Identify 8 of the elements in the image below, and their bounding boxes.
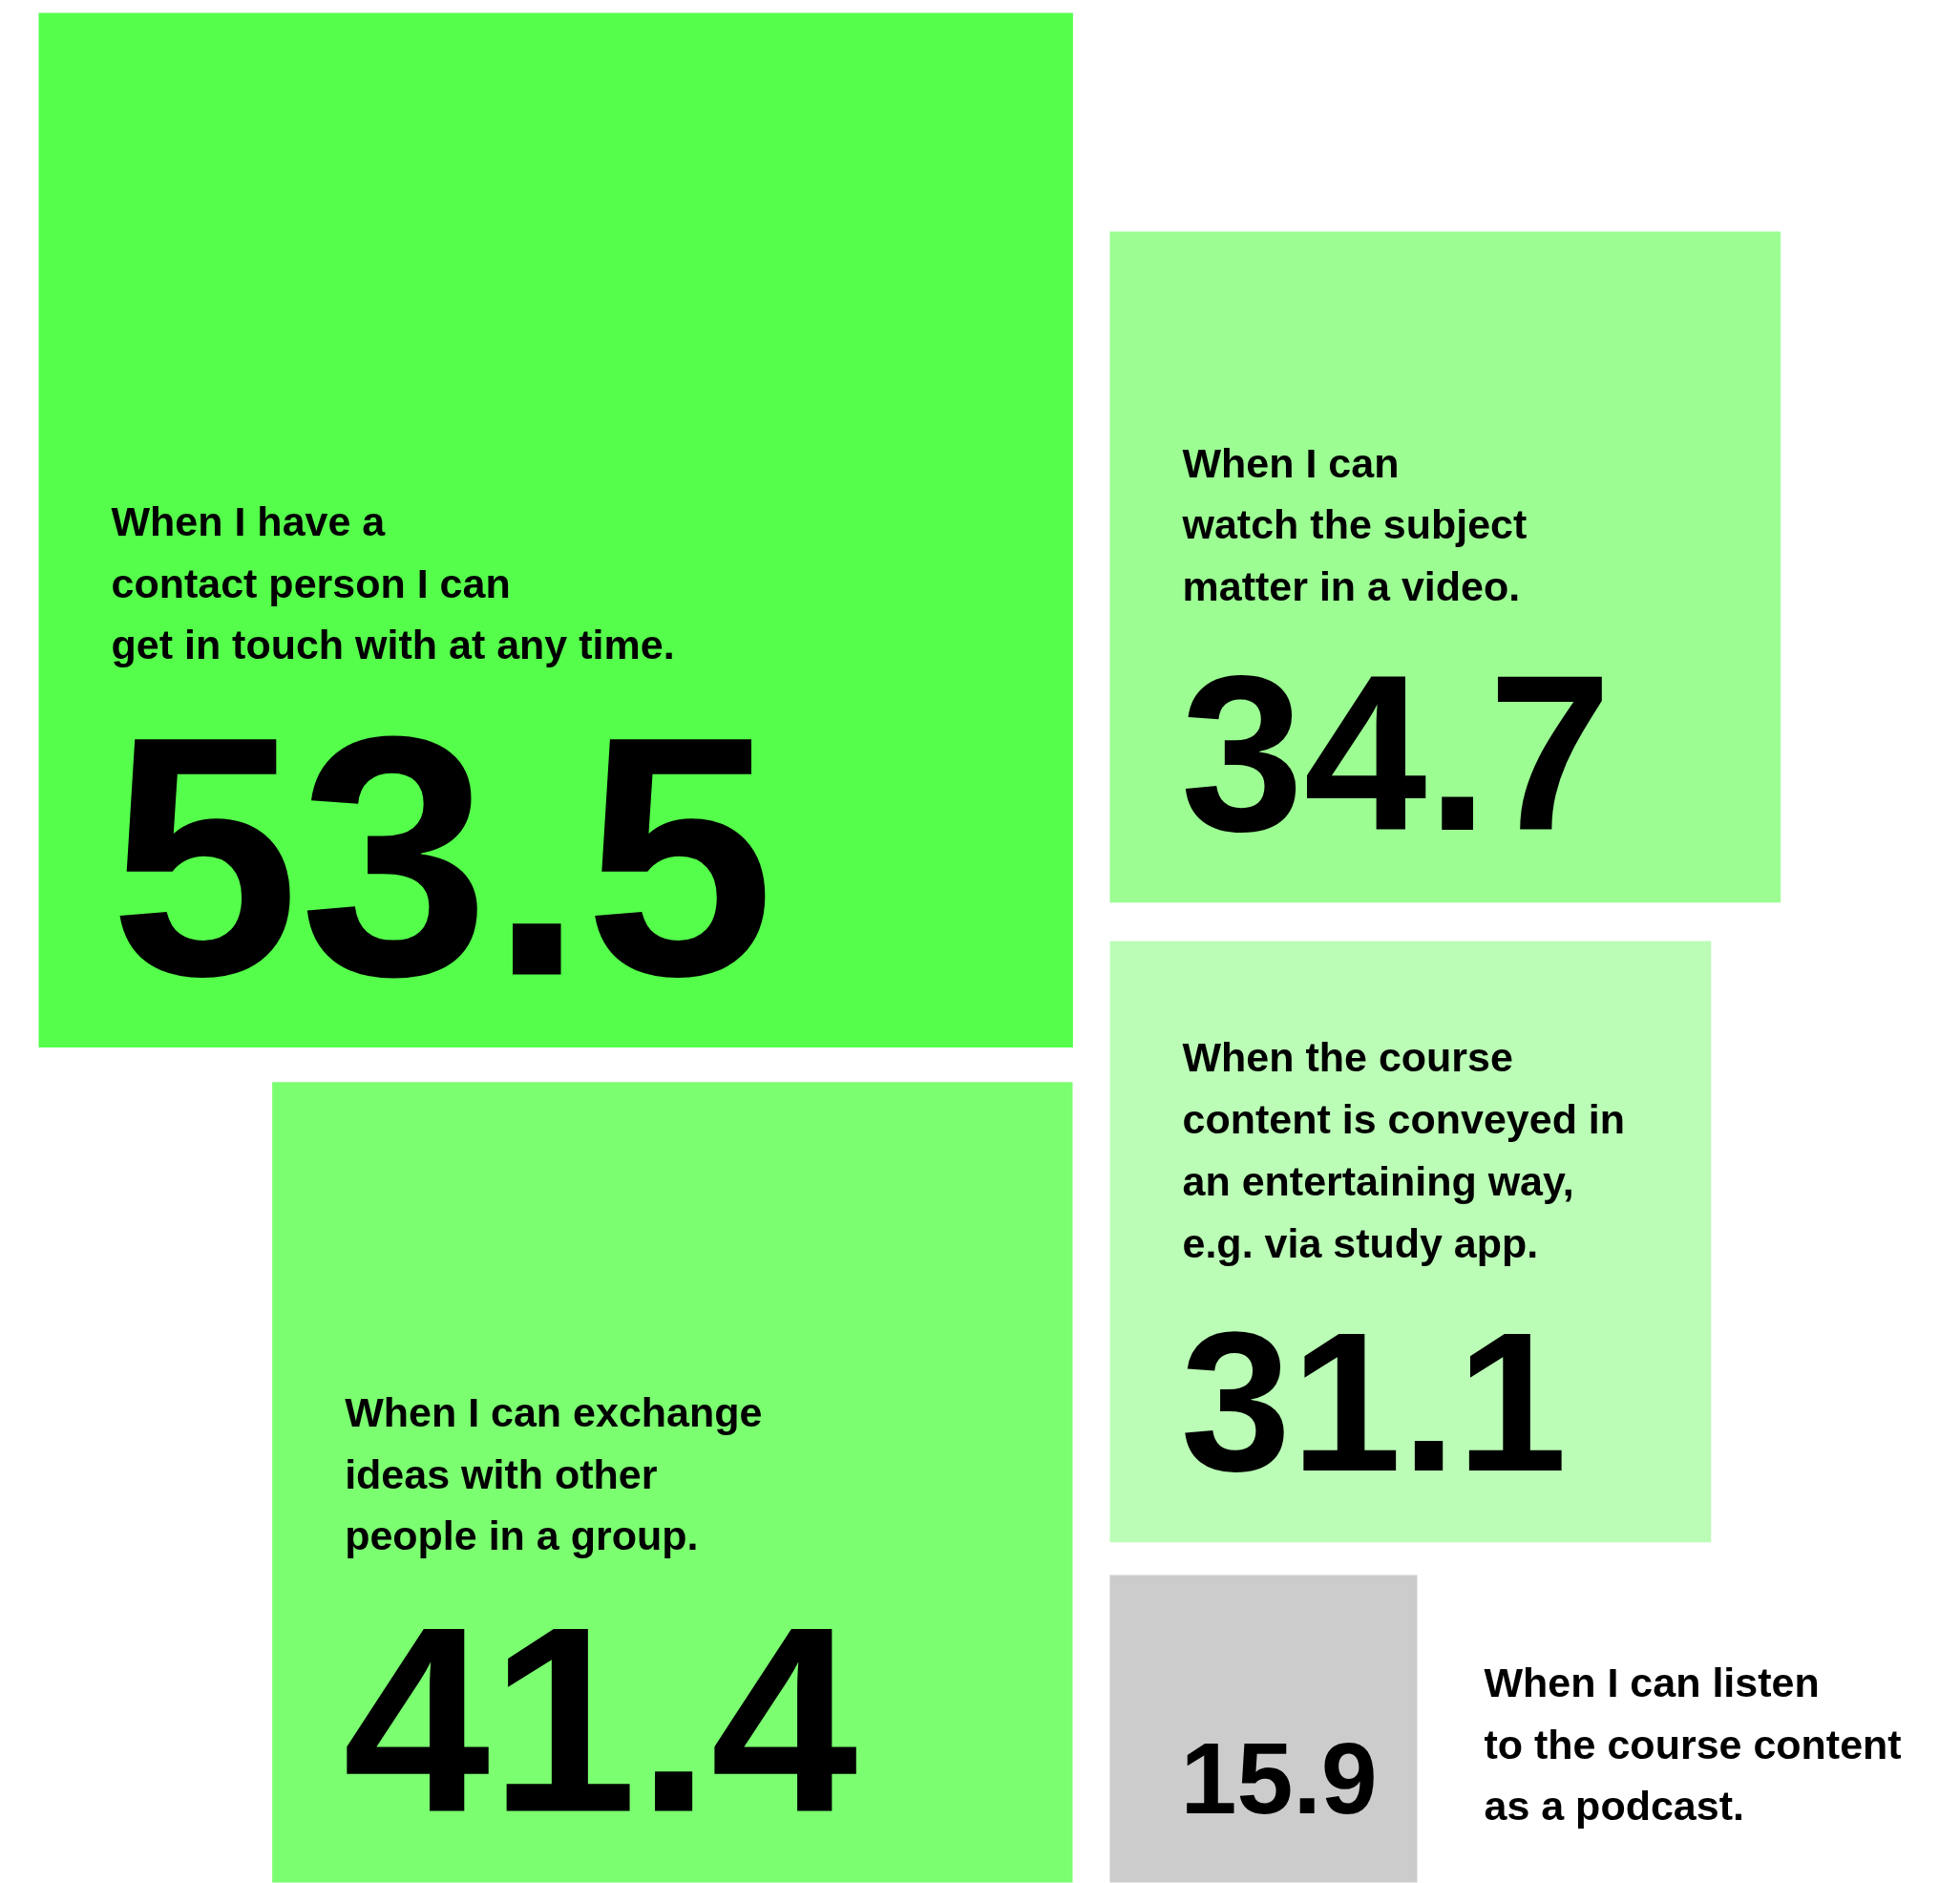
data-label: 31.1 — [1180, 1291, 1568, 1513]
category-label: When I can exchange ideas with other people in a group. — [345, 1388, 763, 1559]
data-label: 15.9 — [1180, 1721, 1378, 1834]
category-label: When the course content is conveyed in an entertaining way, e.g. via study app. — [1182, 1034, 1626, 1266]
category-label: When I can listen to the course content as a podcast. — [1484, 1659, 1902, 1830]
category-label: When I can watch the subject matter in a video. — [1181, 439, 1528, 610]
data-label: 41.4 — [343, 1571, 860, 1868]
data-label: 34.7 — [1180, 629, 1612, 878]
